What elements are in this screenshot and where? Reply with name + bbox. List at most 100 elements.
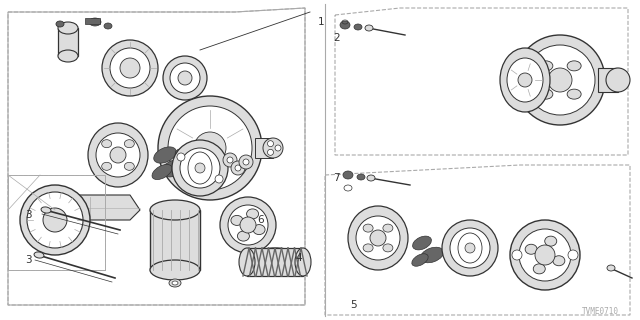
Ellipse shape [450,228,490,268]
Ellipse shape [363,244,373,252]
Text: 6: 6 [257,215,264,225]
Ellipse shape [370,230,386,246]
Bar [247,248,303,276]
Ellipse shape [110,48,150,88]
Ellipse shape [442,220,498,276]
Ellipse shape [512,250,522,260]
Ellipse shape [367,175,375,181]
Ellipse shape [510,220,580,290]
Ellipse shape [465,243,475,253]
Ellipse shape [177,153,185,161]
Ellipse shape [161,159,188,177]
Ellipse shape [104,23,112,29]
Ellipse shape [27,192,83,248]
Ellipse shape [567,89,581,99]
Ellipse shape [567,61,581,71]
Ellipse shape [383,224,393,232]
Ellipse shape [348,206,408,270]
Ellipse shape [365,25,373,31]
Ellipse shape [535,245,555,265]
Ellipse shape [228,205,268,245]
Ellipse shape [96,133,140,177]
Text: 1: 1 [318,17,324,27]
Ellipse shape [34,252,44,258]
Ellipse shape [89,18,101,26]
Ellipse shape [268,149,273,155]
Ellipse shape [102,140,112,148]
Ellipse shape [533,264,545,274]
Ellipse shape [515,35,605,125]
Text: TVME0710: TVME0710 [582,308,618,316]
Ellipse shape [58,50,78,62]
Bar [255,138,273,158]
Ellipse shape [88,123,148,187]
Ellipse shape [275,145,281,151]
Ellipse shape [58,22,78,34]
Ellipse shape [163,56,207,100]
Ellipse shape [412,254,428,266]
Text: 3: 3 [25,255,31,265]
Ellipse shape [215,175,223,183]
Ellipse shape [548,68,572,92]
Ellipse shape [519,229,571,281]
Ellipse shape [243,159,249,165]
Ellipse shape [102,40,158,96]
Ellipse shape [194,132,226,164]
Ellipse shape [172,281,178,285]
Ellipse shape [120,58,140,78]
Ellipse shape [263,138,283,158]
Ellipse shape [110,147,126,163]
Ellipse shape [295,248,311,276]
Ellipse shape [343,171,353,179]
Ellipse shape [152,164,172,180]
Ellipse shape [606,68,630,92]
Ellipse shape [227,157,233,163]
Ellipse shape [500,48,550,112]
Ellipse shape [43,208,67,232]
Ellipse shape [356,216,400,260]
Bar [85,18,100,24]
Bar [150,210,200,270]
Ellipse shape [175,149,195,161]
Ellipse shape [231,215,243,225]
Ellipse shape [124,162,134,170]
Ellipse shape [357,174,365,180]
Ellipse shape [169,279,181,287]
Text: 2: 2 [333,33,340,43]
Bar [58,28,78,56]
Ellipse shape [420,247,444,263]
Ellipse shape [154,147,176,163]
Ellipse shape [525,244,537,254]
Ellipse shape [195,163,205,173]
Ellipse shape [180,148,220,188]
Text: 7: 7 [333,173,340,183]
Ellipse shape [220,197,276,253]
Ellipse shape [237,231,250,241]
Ellipse shape [363,224,373,232]
Ellipse shape [383,244,393,252]
Ellipse shape [553,256,565,266]
Ellipse shape [539,89,553,99]
Ellipse shape [150,260,200,280]
Text: 3: 3 [25,210,31,220]
Ellipse shape [413,236,431,250]
Ellipse shape [507,58,543,102]
Ellipse shape [340,21,350,29]
Ellipse shape [158,96,262,200]
Ellipse shape [240,217,256,233]
Ellipse shape [354,24,362,30]
Ellipse shape [56,21,64,27]
Ellipse shape [247,248,303,276]
Polygon shape [78,195,140,220]
Bar [598,68,618,92]
Ellipse shape [239,155,253,169]
Ellipse shape [188,152,212,184]
Text: 5: 5 [350,300,356,310]
Ellipse shape [178,71,192,85]
Ellipse shape [568,250,578,260]
Ellipse shape [170,63,200,93]
Ellipse shape [41,207,51,213]
Ellipse shape [102,162,112,170]
Ellipse shape [268,141,273,147]
Ellipse shape [253,225,265,235]
